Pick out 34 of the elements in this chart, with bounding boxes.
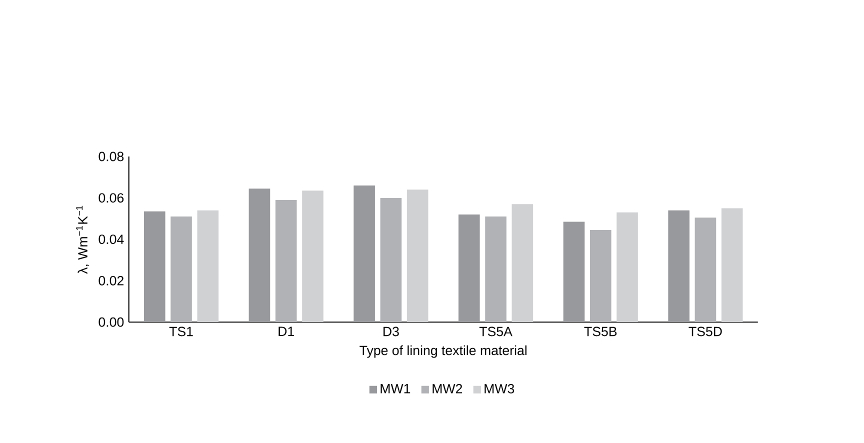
y-axis-title: λ, Wm$^{−1}$K$^{−1}$ xyxy=(76,206,90,274)
bar xyxy=(275,200,297,322)
bar xyxy=(302,190,324,322)
x-axis-title: Type of lining textile material xyxy=(360,345,526,358)
y-tick-label: 0.06 xyxy=(98,193,124,202)
bar xyxy=(458,214,480,322)
bar xyxy=(354,185,375,322)
bar xyxy=(668,210,690,322)
y-tick-label: 0.04 xyxy=(98,234,124,244)
bar xyxy=(197,210,219,322)
bar xyxy=(248,188,270,322)
x-tick-label: TS1 xyxy=(169,326,193,336)
legend-label: MW1 xyxy=(380,384,410,394)
bar xyxy=(380,198,402,322)
x-tick-label: TS5A xyxy=(479,326,512,336)
x-tick-label: TS5D xyxy=(688,326,722,336)
bar xyxy=(485,216,506,322)
bar xyxy=(590,230,612,322)
bar xyxy=(406,189,428,322)
x-tick-label: D1 xyxy=(278,326,294,336)
y-tick-label: 0.08 xyxy=(98,152,124,162)
y-tick-label: 0.02 xyxy=(98,276,124,286)
bar xyxy=(721,208,743,322)
bar xyxy=(616,212,638,322)
bar xyxy=(144,211,166,322)
legend-label: MW2 xyxy=(432,384,462,394)
bar xyxy=(170,216,192,322)
bar xyxy=(512,204,534,322)
x-tick-label: D3 xyxy=(384,326,399,336)
bar xyxy=(694,217,716,322)
legend-label: MW3 xyxy=(484,384,514,394)
bar xyxy=(563,222,585,322)
y-tick-label: 0.00 xyxy=(98,317,124,327)
x-tick-label: TS5B xyxy=(584,326,617,336)
